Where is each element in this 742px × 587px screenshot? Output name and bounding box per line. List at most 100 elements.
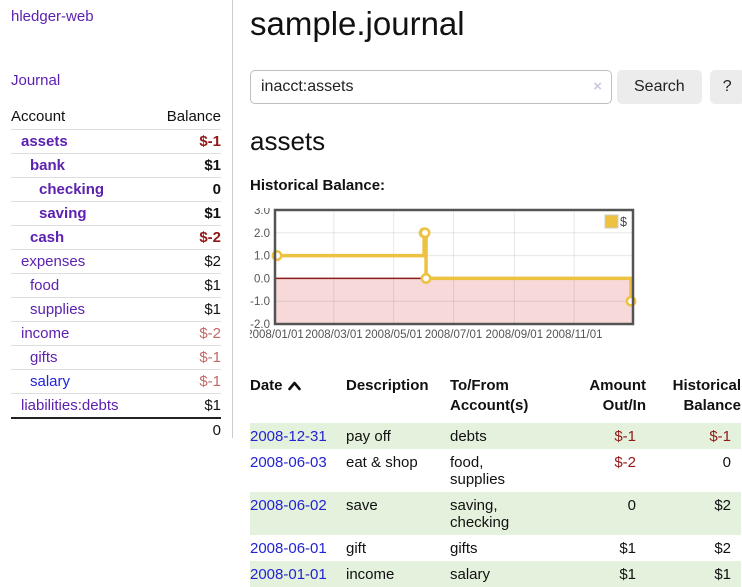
account-link[interactable]: gifts bbox=[30, 349, 58, 366]
svg-text:2.0: 2.0 bbox=[254, 228, 270, 240]
svg-text:3.0: 3.0 bbox=[254, 208, 270, 217]
account-link[interactable]: supplies bbox=[30, 301, 86, 318]
account-link[interactable]: liabilities:debts bbox=[21, 397, 119, 414]
account-row: salary $-1 bbox=[11, 369, 221, 394]
svg-text:0.0: 0.0 bbox=[254, 273, 270, 285]
account-balance: $1 bbox=[149, 273, 221, 298]
account-balance: $1 bbox=[149, 153, 221, 178]
account-row: food $1 bbox=[11, 273, 221, 298]
transaction-date-link[interactable]: 2008-06-03 bbox=[250, 454, 327, 471]
transaction-amount: 0 bbox=[627, 497, 636, 514]
account-balance: $-2 bbox=[149, 225, 221, 250]
register-header-amount: Amount Out/In bbox=[589, 377, 646, 414]
svg-text:2008/11/01: 2008/11/01 bbox=[546, 329, 603, 341]
balance-column-header: Balance bbox=[166, 108, 221, 125]
transaction-balance: 0 bbox=[722, 454, 731, 471]
account-link[interactable]: checking bbox=[39, 181, 105, 198]
search-input[interactable] bbox=[250, 70, 612, 104]
search-bar: × Search ? bbox=[250, 70, 742, 104]
account-link[interactable]: cash bbox=[30, 229, 65, 246]
svg-text:2008/05/01: 2008/05/01 bbox=[365, 329, 423, 341]
account-link[interactable]: saving bbox=[39, 205, 87, 222]
svg-text:2008/01/01: 2008/01/01 bbox=[250, 329, 304, 341]
account-link[interactable]: expenses bbox=[21, 253, 86, 270]
transaction-amount: $1 bbox=[619, 566, 636, 583]
account-link[interactable]: bank bbox=[30, 157, 66, 174]
legend-label: $ bbox=[620, 215, 627, 229]
transaction-row[interactable]: 2008-06-02 save saving, checking 0 $2 bbox=[250, 492, 741, 535]
account-row: saving $1 bbox=[11, 201, 221, 226]
register-header-accounts: To/From Account(s) bbox=[450, 377, 529, 414]
account-total-row: 0 bbox=[11, 417, 221, 442]
account-table-body: assets $-1 bank $1 checking 0 saving $1 cash $-2 e… bbox=[11, 129, 221, 442]
transaction-accounts: saving, checking bbox=[450, 497, 510, 531]
account-column-header: Account bbox=[11, 108, 66, 125]
transaction-date-link[interactable]: 2008-06-01 bbox=[250, 540, 327, 557]
account-heading: assets bbox=[250, 126, 326, 156]
search-button[interactable]: Search bbox=[617, 70, 702, 104]
transaction-balance: $1 bbox=[714, 566, 731, 583]
transaction-balance: $2 bbox=[714, 497, 731, 514]
register-table-body: 2008-12-31 pay off debts $-1 $-1 2008-06-03 ea… bbox=[250, 423, 741, 587]
account-row: checking 0 bbox=[11, 177, 221, 202]
total-balance: 0 bbox=[149, 417, 221, 442]
transaction-description: pay off bbox=[346, 428, 391, 445]
account-row: bank $1 bbox=[11, 153, 221, 178]
account-link[interactable]: assets bbox=[21, 133, 68, 150]
clear-search-icon[interactable]: × bbox=[593, 78, 602, 95]
account-link[interactable]: food bbox=[30, 277, 60, 294]
transaction-description: save bbox=[346, 497, 378, 514]
svg-text:2008/07/01: 2008/07/01 bbox=[425, 329, 483, 341]
transaction-row[interactable]: 2008-06-01 gift gifts $1 $2 bbox=[250, 535, 741, 561]
account-link[interactable]: salary bbox=[30, 373, 71, 390]
main-content: sample.journal × Search ? assets Histori… bbox=[233, 0, 742, 587]
app-title-link[interactable]: hledger-web bbox=[11, 8, 94, 25]
account-row: liabilities:debts $1 bbox=[11, 393, 221, 418]
chart-canvas: 2008/01/01 2008/03/01 2008/05/01 2008/07/01… bbox=[246, 205, 637, 341]
account-balance: $-1 bbox=[149, 345, 221, 370]
transaction-amount: $-1 bbox=[614, 428, 636, 445]
chart-title: Historical Balance: bbox=[250, 177, 386, 194]
transaction-balance: $-1 bbox=[709, 428, 731, 445]
svg-text:1.0: 1.0 bbox=[254, 251, 270, 263]
legend-swatch bbox=[604, 214, 619, 229]
page-title: sample.journal bbox=[250, 5, 465, 42]
register-table: Date Description To/From Account(s) Amou… bbox=[250, 376, 741, 587]
transaction-row[interactable]: 2008-01-01 income salary $1 $1 bbox=[250, 561, 741, 587]
account-balance: $1 bbox=[149, 393, 221, 418]
account-link[interactable]: income bbox=[21, 325, 70, 342]
account-balance: $1 bbox=[149, 297, 221, 322]
account-balance: $2 bbox=[149, 249, 221, 274]
account-row: income $-2 bbox=[11, 321, 221, 346]
account-row: gifts $-1 bbox=[11, 345, 221, 370]
svg-text:2008/09/01: 2008/09/01 bbox=[486, 329, 544, 341]
transaction-balance: $2 bbox=[714, 540, 731, 557]
register-header-balance: Historical Balance bbox=[672, 377, 741, 414]
account-row: expenses $2 bbox=[11, 249, 221, 274]
transaction-accounts: food, supplies bbox=[450, 454, 506, 488]
svg-text:2008/03/01: 2008/03/01 bbox=[305, 329, 363, 341]
account-row: supplies $1 bbox=[11, 297, 221, 322]
transaction-row[interactable]: 2008-12-31 pay off debts $-1 $-1 bbox=[250, 423, 741, 449]
transaction-description: eat & shop bbox=[346, 454, 418, 471]
sort-ascending-icon bbox=[287, 377, 301, 397]
help-button[interactable]: ? bbox=[709, 70, 742, 104]
svg-text:-2.0: -2.0 bbox=[250, 319, 270, 331]
historical-balance-chart: 2008/01/01 2008/03/01 2008/05/01 2008/07/01… bbox=[246, 205, 742, 351]
transaction-date-link[interactable]: 2008-01-01 bbox=[250, 566, 327, 583]
register-header-date[interactable]: Date bbox=[250, 376, 346, 423]
account-row: cash $-2 bbox=[11, 225, 221, 250]
transaction-accounts: gifts bbox=[450, 540, 478, 557]
account-balance: 0 bbox=[149, 177, 221, 202]
transaction-description: gift bbox=[346, 540, 367, 557]
sidebar-item-journal[interactable]: Journal bbox=[11, 72, 61, 89]
transaction-accounts: debts bbox=[450, 428, 487, 445]
account-balance: $-1 bbox=[149, 129, 221, 154]
account-row: assets $-1 bbox=[11, 129, 221, 154]
transaction-date-link[interactable]: 2008-12-31 bbox=[250, 428, 327, 445]
account-balance: $1 bbox=[149, 201, 221, 226]
transaction-row[interactable]: 2008-06-03 eat & shop food, supplies $-2 0 bbox=[250, 449, 741, 492]
transaction-date-link[interactable]: 2008-06-02 bbox=[250, 497, 327, 514]
account-balance: $-1 bbox=[149, 369, 221, 394]
